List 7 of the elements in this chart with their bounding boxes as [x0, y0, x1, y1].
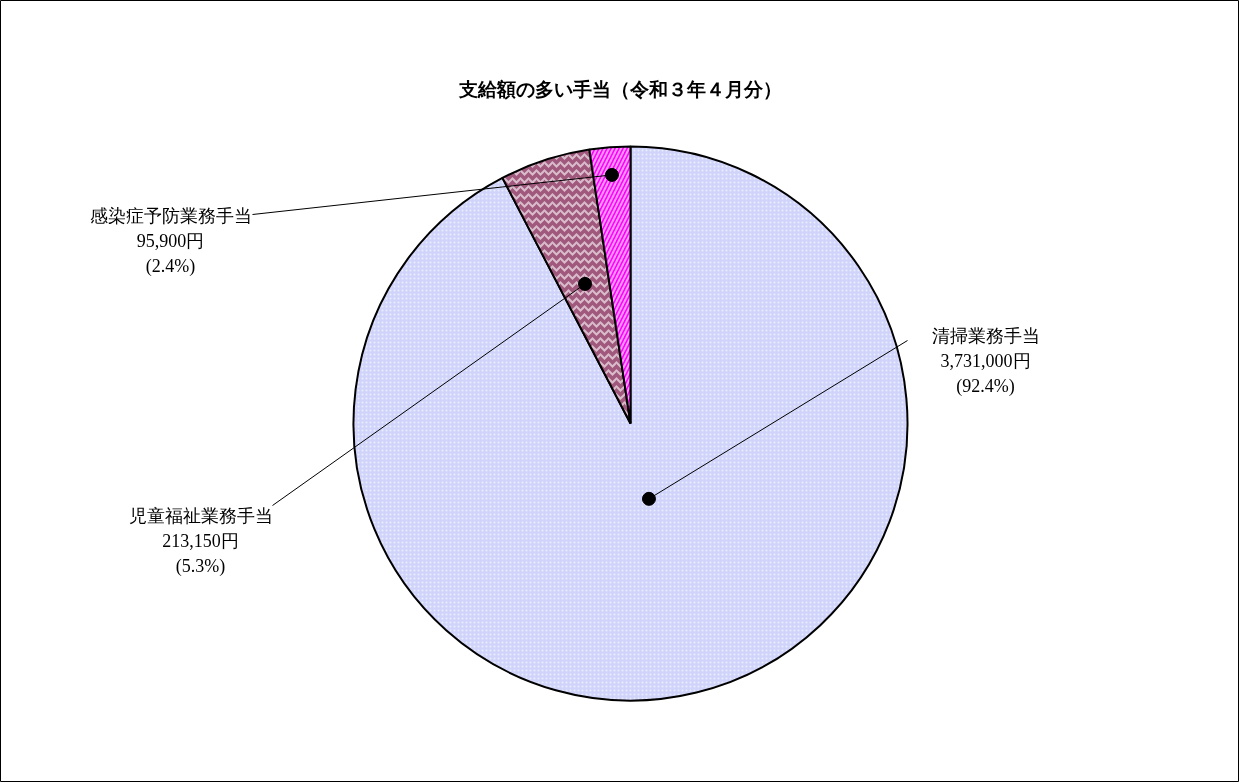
data-label: 3,731,000円 (92.4%) — [940, 350, 1031, 397]
slice-label: 感染症予防業務手当 — [89, 205, 252, 226]
data-label: 213,150円 (5.3%) — [162, 530, 239, 577]
slice-label: 清掃業務手当 — [931, 325, 1040, 346]
slice-label: 児童福祉業務手当 — [128, 505, 273, 526]
chart-title: 支給額の多い手当（令和３年４月分） — [457, 77, 782, 100]
data-label: 95,900円 (2.4%) — [136, 230, 205, 277]
